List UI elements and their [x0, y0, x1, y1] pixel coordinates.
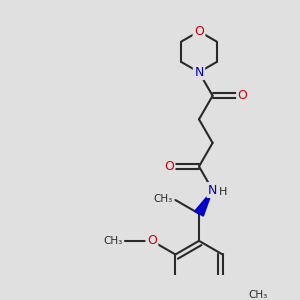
Text: O: O [164, 160, 174, 173]
Text: CH₃: CH₃ [103, 236, 122, 246]
Text: H: H [219, 187, 227, 197]
Text: O: O [194, 25, 204, 38]
Text: CH₃: CH₃ [248, 290, 268, 300]
Text: O: O [238, 89, 248, 102]
Text: N: N [194, 66, 204, 79]
Polygon shape [195, 190, 213, 216]
Text: O: O [147, 234, 157, 248]
Text: CH₃: CH₃ [154, 194, 173, 204]
Text: N: N [208, 184, 217, 196]
